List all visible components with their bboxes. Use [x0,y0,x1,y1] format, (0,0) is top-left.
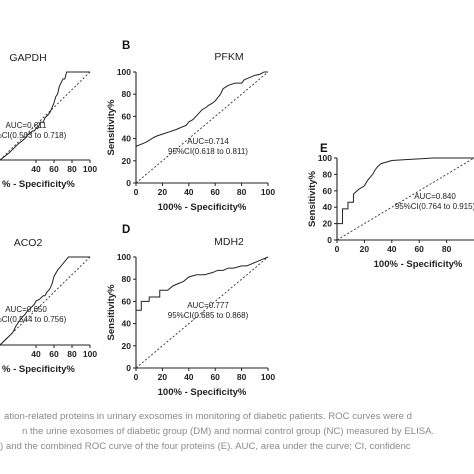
aco2-plot-area [0,256,91,346]
pfkm-title: PFKM [214,51,243,63]
combined-y-tick-label: 20 [323,219,333,229]
mdh2-y-tick-label: 80 [122,274,132,284]
aco2-annotation: AUC=0.650 [5,305,47,314]
aco2-annotation: 95%CI(0.544 to 0.756) [0,315,67,324]
pfkm-x-tick-label: 0 [134,187,139,197]
aco2-title: ACO2 [14,237,43,249]
mdh2-y-tick-label: 20 [122,341,132,351]
combined-x-axis-label: 100% - Specificity% [374,259,463,270]
pfkm-reference-line [135,71,269,184]
aco2-x-tick-label: 40 [31,349,41,359]
mdh2-x-axis-label: 100% - Specificity% [158,387,247,398]
mdh2-x-tick-label: 0 [134,372,139,382]
combined-x-tick-label: 0 [335,244,340,254]
aco2-x-axis-label: % - Specificity% [2,364,75,375]
combined-x-tick-label: 60 [414,244,424,254]
combined-x-tick-label: 20 [360,244,370,254]
combined-y-tick-label: 80 [323,169,333,179]
combined-plot-area [336,157,474,241]
combined-y-tick-label: 40 [323,202,333,212]
pfkm-panel: 0 20 40 60 80 100 0 20 40 60 80 100 100% - Specifici… [106,40,275,213]
gapdh-annotation: AUC=0.611 [6,121,48,130]
caption-line: n the urine exosomes of diabetic group (… [22,426,435,437]
mdh2-panel: 0 20 40 60 80 100 0 20 40 60 80 100 100% - Specifici… [106,224,275,398]
aco2-x-tick-label: 60 [49,349,59,359]
mdh2-x-tick-label: 60 [210,372,220,382]
gapdh-x-axis-label: % - Specificity% [2,179,75,190]
aco2-reference-line [0,256,91,346]
gapdh-x-tick-label: 60 [49,164,59,174]
pfkm-x-tick-label: 20 [158,187,168,197]
mdh2-panel-label: D [122,224,130,236]
pfkm-y-tick-label: 60 [122,111,132,121]
aco2-x-tick-label: 80 [67,349,77,359]
combined-panel-label: E [320,143,328,155]
gapdh-x-tick-label: 100 [83,164,97,174]
combined-x-tick-label: 40 [387,244,397,254]
combined-roc-curve [336,157,474,240]
gapdh-roc-curve [0,71,90,161]
mdh2-reference-line [135,256,269,369]
combined-y-tick-label: 0 [327,235,332,245]
mdh2-y-tick-label: 100 [117,252,131,262]
pfkm-y-tick-label: 40 [122,134,132,144]
mdh2-roc-curve [135,256,269,368]
gapdh-reference-line [0,71,91,161]
mdh2-x-tick-label: 100 [261,372,275,382]
pfkm-y-tick-label: 80 [122,89,132,99]
pfkm-x-tick-label: 60 [210,187,220,197]
pfkm-x-axis-label: 100% - Specificity% [158,202,247,213]
pfkm-y-tick-label: 20 [122,156,132,166]
aco2-x-tick-label: 100 [83,349,97,359]
combined-annotation: 95%CI(0.764 to 0.915) [395,202,474,211]
combined-reference-line [336,157,474,241]
pfkm-annotation: AUC=0.714 [187,137,229,146]
mdh2-annotation: AUC=0.777 [187,301,229,310]
pfkm-x-tick-label: 100 [261,187,275,197]
pfkm-y-tick-label: 0 [126,178,131,188]
pfkm-roc-curve [135,71,268,183]
combined-panel: 0 20 40 60 80 0 20 40 60 80 100 100% - Specificity%… [307,143,474,270]
mdh2-y-axis-label: Sensitivity% [106,284,117,341]
pfkm-plot-area [135,71,269,184]
caption-line: ) and the combined ROC curve of the four… [0,441,411,452]
gapdh-panel: 40 60 80 100 % - Specificity% GAPDH AUC=0.6119… [0,52,97,190]
mdh2-y-tick-label: 0 [126,363,131,373]
combined-y-axis-label: Sensitivity% [307,170,318,227]
combined-y-tick-label: 60 [323,186,333,196]
aco2-panel: 40 60 80 100 % - Specificity% ACO2 AUC=0.65095… [0,237,97,375]
figure-caption: ation-related proteins in urinary exosom… [0,409,474,474]
caption-line: ation-related proteins in urinary exosom… [4,411,412,422]
mdh2-x-tick-label: 80 [237,372,247,382]
combined-x-tick-label: 80 [442,244,452,254]
mdh2-y-tick-label: 60 [122,296,132,306]
mdh2-x-tick-label: 40 [184,372,194,382]
pfkm-y-axis-label: Sensitivity% [106,99,117,156]
gapdh-plot-area [0,71,91,161]
combined-annotation: AUC=0.840 [414,192,456,201]
pfkm-x-tick-label: 40 [184,187,194,197]
mdh2-title: MDH2 [214,236,244,248]
gapdh-annotation: 95%CI(0.503 to 0.718) [0,131,67,140]
gapdh-x-tick-label: 40 [31,164,41,174]
pfkm-panel-label: B [122,40,130,52]
pfkm-x-tick-label: 80 [237,187,247,197]
mdh2-y-tick-label: 40 [122,319,132,329]
pfkm-annotation: 95%CI(0.618 to 0.811) [168,147,248,156]
gapdh-x-tick-label: 80 [67,164,77,174]
aco2-roc-curve [0,256,90,346]
mdh2-annotation: 95%CI(0.685 to 0.868) [168,311,249,320]
combined-y-tick-label: 100 [318,153,332,163]
gapdh-title: GAPDH [9,52,46,64]
pfkm-y-tick-label: 100 [117,67,131,77]
mdh2-x-tick-label: 20 [158,372,168,382]
mdh2-plot-area [135,256,269,369]
